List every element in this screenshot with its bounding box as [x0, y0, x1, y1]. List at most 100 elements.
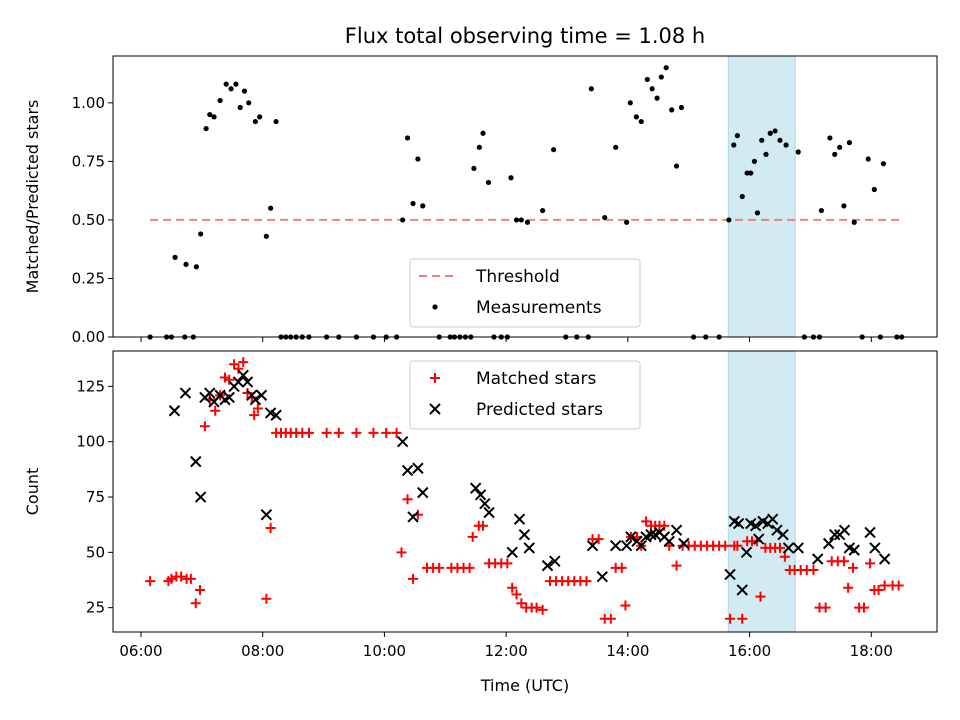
data-point	[837, 144, 843, 150]
data-point	[237, 369, 249, 382]
data-point	[415, 156, 421, 162]
data-point	[726, 217, 732, 223]
data-point	[827, 135, 833, 141]
data-point	[273, 118, 279, 125]
y-tick-label: 125	[76, 377, 105, 395]
data-point	[476, 144, 482, 150]
data-point	[792, 542, 804, 554]
x-tick-label: 12:00	[485, 642, 528, 660]
data-point	[478, 520, 489, 531]
data-point	[731, 142, 737, 148]
data-point	[321, 427, 332, 438]
data-point	[193, 264, 199, 270]
data-point	[480, 130, 486, 136]
data-point	[720, 540, 731, 551]
data-point	[194, 491, 207, 503]
data-point	[751, 158, 758, 164]
data-point	[513, 513, 526, 525]
chart-title: Flux total observing time = 1.08 h	[345, 24, 705, 48]
data-point	[207, 111, 213, 118]
data-point	[663, 535, 675, 547]
data-point	[820, 602, 831, 613]
data-point	[620, 540, 633, 552]
data-point	[176, 571, 187, 582]
data-point	[777, 528, 789, 541]
data-point	[224, 374, 235, 385]
data-point	[508, 175, 514, 181]
data-point	[678, 104, 685, 111]
data-point	[400, 217, 406, 223]
data-point	[391, 427, 402, 438]
data-point	[779, 551, 790, 562]
data-point	[417, 486, 429, 499]
data-point	[249, 393, 262, 406]
data-point	[265, 523, 276, 534]
legend-label: Threshold	[475, 267, 560, 287]
data-point	[252, 403, 263, 414]
data-point	[777, 137, 783, 143]
data-point	[635, 540, 647, 552]
data-point	[195, 584, 206, 595]
data-point	[483, 506, 495, 519]
data-point	[185, 573, 196, 584]
data-point	[507, 582, 518, 593]
data-point	[506, 546, 518, 559]
data-point	[474, 489, 487, 501]
data-point	[782, 542, 795, 554]
data-point	[645, 528, 657, 541]
data-point	[233, 363, 244, 374]
data-point	[261, 593, 272, 604]
data-point	[812, 553, 824, 565]
data-point	[596, 570, 608, 583]
legend-marker	[429, 403, 441, 415]
data-point	[303, 427, 314, 438]
data-point	[893, 580, 904, 591]
data-point	[401, 464, 414, 477]
data-point	[549, 555, 561, 567]
data-point	[241, 88, 248, 94]
legend-box	[409, 258, 641, 328]
x-tick-label: 06:00	[119, 642, 162, 660]
data-point	[523, 542, 535, 554]
data-point	[865, 156, 871, 162]
data-point	[848, 544, 860, 556]
data-point	[238, 357, 249, 368]
x-tick-label: 18:00	[850, 642, 893, 660]
data-point	[759, 137, 765, 143]
legend-label: Matched stars	[476, 369, 596, 389]
data-point	[183, 261, 189, 268]
data-point	[204, 387, 216, 399]
data-point	[613, 144, 619, 150]
series-predicted-stars	[168, 369, 891, 596]
data-point	[873, 584, 884, 595]
legend: Matched stars Predicted stars	[409, 360, 641, 430]
y-axis-label: Count	[23, 468, 42, 516]
data-point	[464, 562, 475, 573]
data-point	[818, 207, 824, 214]
data-point	[246, 100, 252, 106]
data-point	[808, 565, 819, 576]
count-panel: 25 50 75 100 125 06:00 08:00 10:00 12:00 14:00 16:…	[23, 350, 938, 660]
data-point	[748, 170, 754, 176]
data-point	[217, 97, 223, 104]
data-point	[669, 107, 675, 113]
data-point	[223, 391, 235, 404]
data-point	[869, 542, 881, 554]
data-point	[749, 520, 762, 532]
data-point	[724, 568, 736, 581]
data-point	[516, 598, 527, 609]
data-point	[858, 602, 869, 613]
data-point	[752, 533, 765, 545]
data-point	[396, 436, 409, 448]
legend-label: Predicted stars	[476, 400, 603, 420]
data-point	[518, 217, 524, 223]
data-point	[211, 114, 217, 120]
data-point	[783, 142, 789, 148]
data-point	[199, 421, 210, 432]
data-point	[755, 591, 766, 602]
data-point	[744, 170, 750, 176]
data-point	[368, 427, 379, 438]
data-point	[763, 151, 769, 157]
data-point	[865, 558, 876, 569]
